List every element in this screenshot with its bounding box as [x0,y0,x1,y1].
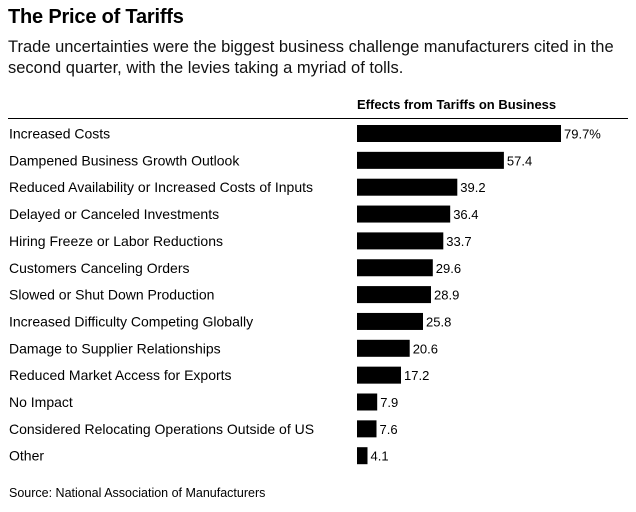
bar [357,366,401,384]
category-label: Increased Costs [9,126,110,142]
value-label: 33.7 [446,234,471,249]
chart-title: The Price of Tariffs [8,6,184,28]
bar [357,447,368,465]
value-label: 17.2 [404,368,429,383]
bar [357,393,378,411]
bar [357,125,561,142]
category-label: Slowed or Shut Down Production [9,287,214,303]
bar [357,232,444,250]
category-label: Customers Canceling Orders [9,260,190,276]
category-label: Considered Relocating Operations Outside… [9,421,314,437]
value-label: 28.9 [434,288,459,303]
bar [357,420,377,438]
header-rule [8,118,628,119]
value-label: 25.8 [426,314,451,329]
category-label: Delayed or Canceled Investments [9,206,219,222]
value-label: 39.2 [460,180,485,195]
value-label: 20.6 [413,341,438,356]
value-label: 79.7% [564,127,601,142]
category-label: Dampened Business Growth Outlook [9,152,240,168]
bar [357,339,410,357]
bar [357,259,433,277]
category-label: Reduced Market Access for Exports [9,367,232,383]
value-label: 29.6 [436,261,461,276]
category-label: No Impact [9,394,73,410]
value-label: 7.6 [380,422,398,437]
bar [357,286,431,304]
category-label: Other [9,448,44,464]
bar [357,178,458,196]
value-label: 7.9 [380,395,398,410]
category-label: Reduced Availability or Increased Costs … [9,179,313,195]
column-header: Effects from Tariffs on Business [357,97,557,112]
value-label: 4.1 [371,449,389,464]
value-label: 36.4 [453,207,478,222]
category-label: Increased Difficulty Competing Globally [9,313,253,329]
chart-subtitle: Trade uncertainties were the biggest bus… [8,38,614,77]
bar [357,312,423,330]
category-label: Hiring Freeze or Labor Reductions [9,233,223,249]
category-label: Damage to Supplier Relationships [9,340,221,356]
bar [357,151,504,169]
source-note: Source: National Association of Manufact… [9,486,266,500]
bar [357,205,451,223]
value-label: 57.4 [507,153,532,168]
